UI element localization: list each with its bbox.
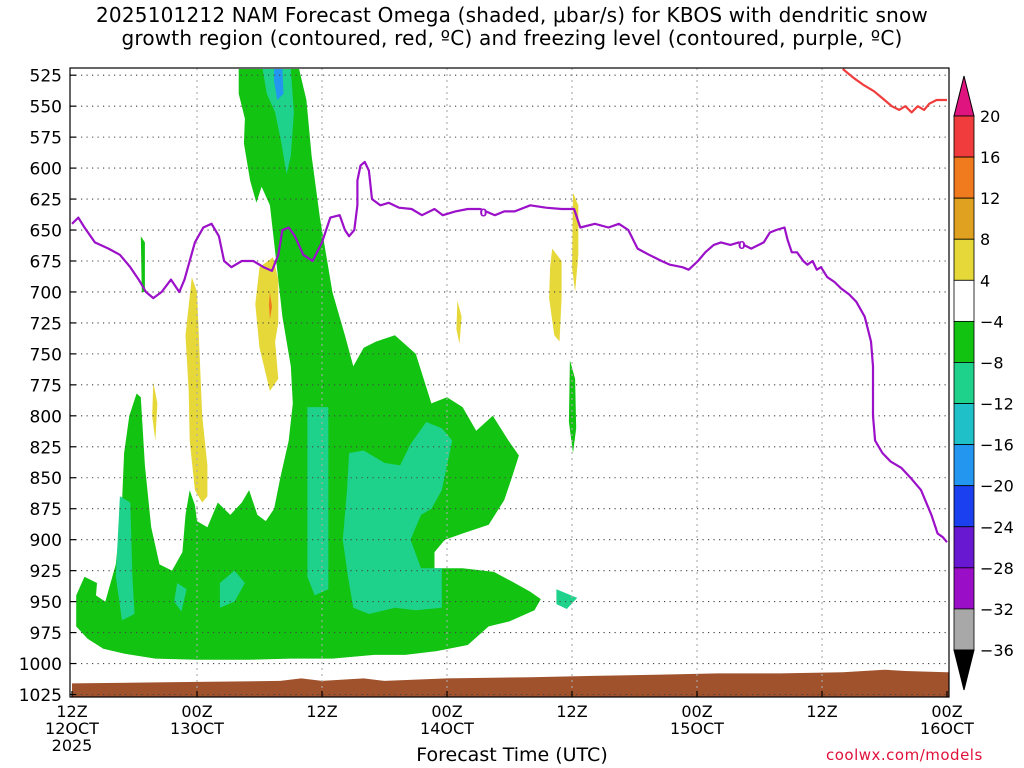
omega-region-minus8 (115, 496, 135, 621)
colorbar-label-3: 8 (980, 230, 990, 249)
freezing-label-bg-0 (480, 208, 487, 218)
y-tick-label-675: 675 (30, 252, 62, 272)
omega-region-minus8 (556, 589, 578, 609)
colorbar-swatch-5 (953, 320, 975, 363)
omega-region-minus8 (307, 407, 329, 596)
colorbar-swatch-3 (953, 238, 975, 281)
y-tick-label-775: 775 (30, 376, 62, 396)
y-tick-label-1025: 1025 (19, 686, 62, 706)
freezing-label-1: 0 (738, 239, 746, 252)
x-tick-label-6-0: 12Z (806, 702, 837, 721)
colorbar: 20 16 12 8 4 −4 −8 −12 −16 −20 −24 −28 −32 −36 (953, 75, 1014, 691)
colorbar-swatch-6 (953, 362, 975, 404)
colorbar-label-0: 20 (980, 107, 1000, 126)
x-tick-label-7-1: 16OCT (920, 719, 974, 738)
y-tick-label-650: 650 (30, 222, 62, 242)
colorbar-swatch-2 (953, 197, 975, 240)
colorbar-label-11: −28 (980, 559, 1014, 578)
colorbar-swatch-8 (953, 444, 975, 487)
omega-region-8 (268, 292, 272, 320)
x-tick-label-7-0: 00Z (931, 702, 962, 721)
colorbar-bottom-cap (953, 649, 975, 691)
colorbar-label-13: −36 (980, 641, 1014, 660)
terrain-area (72, 669, 949, 697)
colorbar-label-10: −24 (980, 518, 1014, 537)
x-tick-label-2-0: 12Z (306, 702, 337, 721)
colorbar-swatch-10 (953, 526, 975, 569)
omega-region-minus8 (262, 69, 294, 175)
terrain-fill (72, 669, 949, 697)
colorbar-swatch-7 (953, 403, 975, 446)
colorbar-label-12: −32 (980, 600, 1014, 619)
colorbar-swatch-9 (953, 485, 975, 528)
colorbar-label-4: 4 (980, 271, 990, 290)
x-tick-label-1-1: 13OCT (170, 719, 224, 738)
x-tick-label-0-2: 2025 (52, 736, 93, 755)
colorbar-top-cap (953, 75, 975, 117)
omega-region-minus8 (342, 422, 453, 614)
omega-shading (76, 69, 579, 660)
colorbar-label-6: −8 (980, 353, 1004, 372)
source-credit: coolwx.com/models (826, 746, 983, 764)
freezing-label-bg-1 (738, 240, 745, 250)
y-tick-label-800: 800 (30, 407, 62, 427)
y-tick-label-825: 825 (30, 438, 62, 458)
x-axis-title: Forecast Time (UTC) (416, 744, 608, 766)
x-tick-label-5-0: 00Z (681, 702, 712, 721)
colorbar-label-8: −16 (980, 436, 1014, 455)
x-tick-label-3-1: 14OCT (420, 719, 474, 738)
colorbar-label-2: 12 (980, 189, 1000, 208)
y-tick-label-975: 975 (30, 624, 62, 644)
y-tick-label-1000: 1000 (19, 655, 62, 675)
plot-frame (69, 67, 950, 698)
omega-region-4 (152, 382, 158, 441)
x-tick-label-4-0: 12Z (556, 702, 587, 721)
omega-region-minus16 (274, 69, 284, 100)
y-tick-label-875: 875 (30, 500, 62, 520)
omega-region-4 (255, 257, 279, 391)
colorbar-label-1: 16 (980, 148, 1000, 167)
y-tick-label-850: 850 (30, 469, 62, 489)
freezing-level-contour (71, 160, 948, 543)
y-tick-label-575: 575 (30, 129, 62, 149)
y-tick-label-925: 925 (30, 562, 62, 582)
dendritic-contour (842, 68, 947, 114)
colorbar-label-9: −20 (980, 477, 1014, 496)
y-tick-label-900: 900 (30, 531, 62, 551)
omega-region-4 (185, 277, 208, 503)
y-tick-label-750: 750 (30, 345, 62, 365)
y-axis: 525 550 575 600 625 650 675 700 725 750 775 800 825 8… (19, 67, 76, 706)
x-tick-label-0-1: 12OCT (45, 719, 99, 738)
x-tick-label-0-0: 12Z (56, 702, 87, 721)
y-tick-label-725: 725 (30, 314, 62, 334)
chart-title: 2025101212 NAM Forecast Omega (shaded, μ… (96, 3, 928, 50)
colorbar-swatch-1 (953, 156, 975, 199)
omega-region-4 (549, 248, 562, 342)
colorbar-swatch-4 (953, 279, 975, 322)
freezing-label-0: 0 (480, 207, 488, 220)
x-tick-label-5-1: 15OCT (670, 719, 724, 738)
omega-region-minus8 (174, 583, 187, 612)
omega-region-4 (456, 300, 462, 344)
y-tick-label-550: 550 (30, 98, 62, 118)
x-tick-label-1-0: 00Z (181, 702, 212, 721)
colorbar-swatch-11 (953, 567, 975, 610)
x-tick-label-3-0: 00Z (431, 702, 462, 721)
colorbar-swatch-0 (953, 115, 975, 158)
colorbar-swatch-12 (953, 608, 975, 651)
omega-region-minus4 (140, 236, 145, 292)
y-tick-label-700: 700 (30, 283, 62, 303)
colorbar-label-5: −4 (980, 312, 1004, 331)
omega-region-minus8 (219, 570, 245, 608)
colorbar-label-7: −12 (980, 395, 1014, 414)
y-tick-label-600: 600 (30, 160, 62, 180)
y-tick-label-525: 525 (30, 67, 62, 87)
y-tick-label-625: 625 (30, 191, 62, 211)
contour-lines: 00 (71, 68, 948, 543)
omega-region-minus4 (568, 360, 577, 453)
y-tick-label-950: 950 (30, 593, 62, 613)
